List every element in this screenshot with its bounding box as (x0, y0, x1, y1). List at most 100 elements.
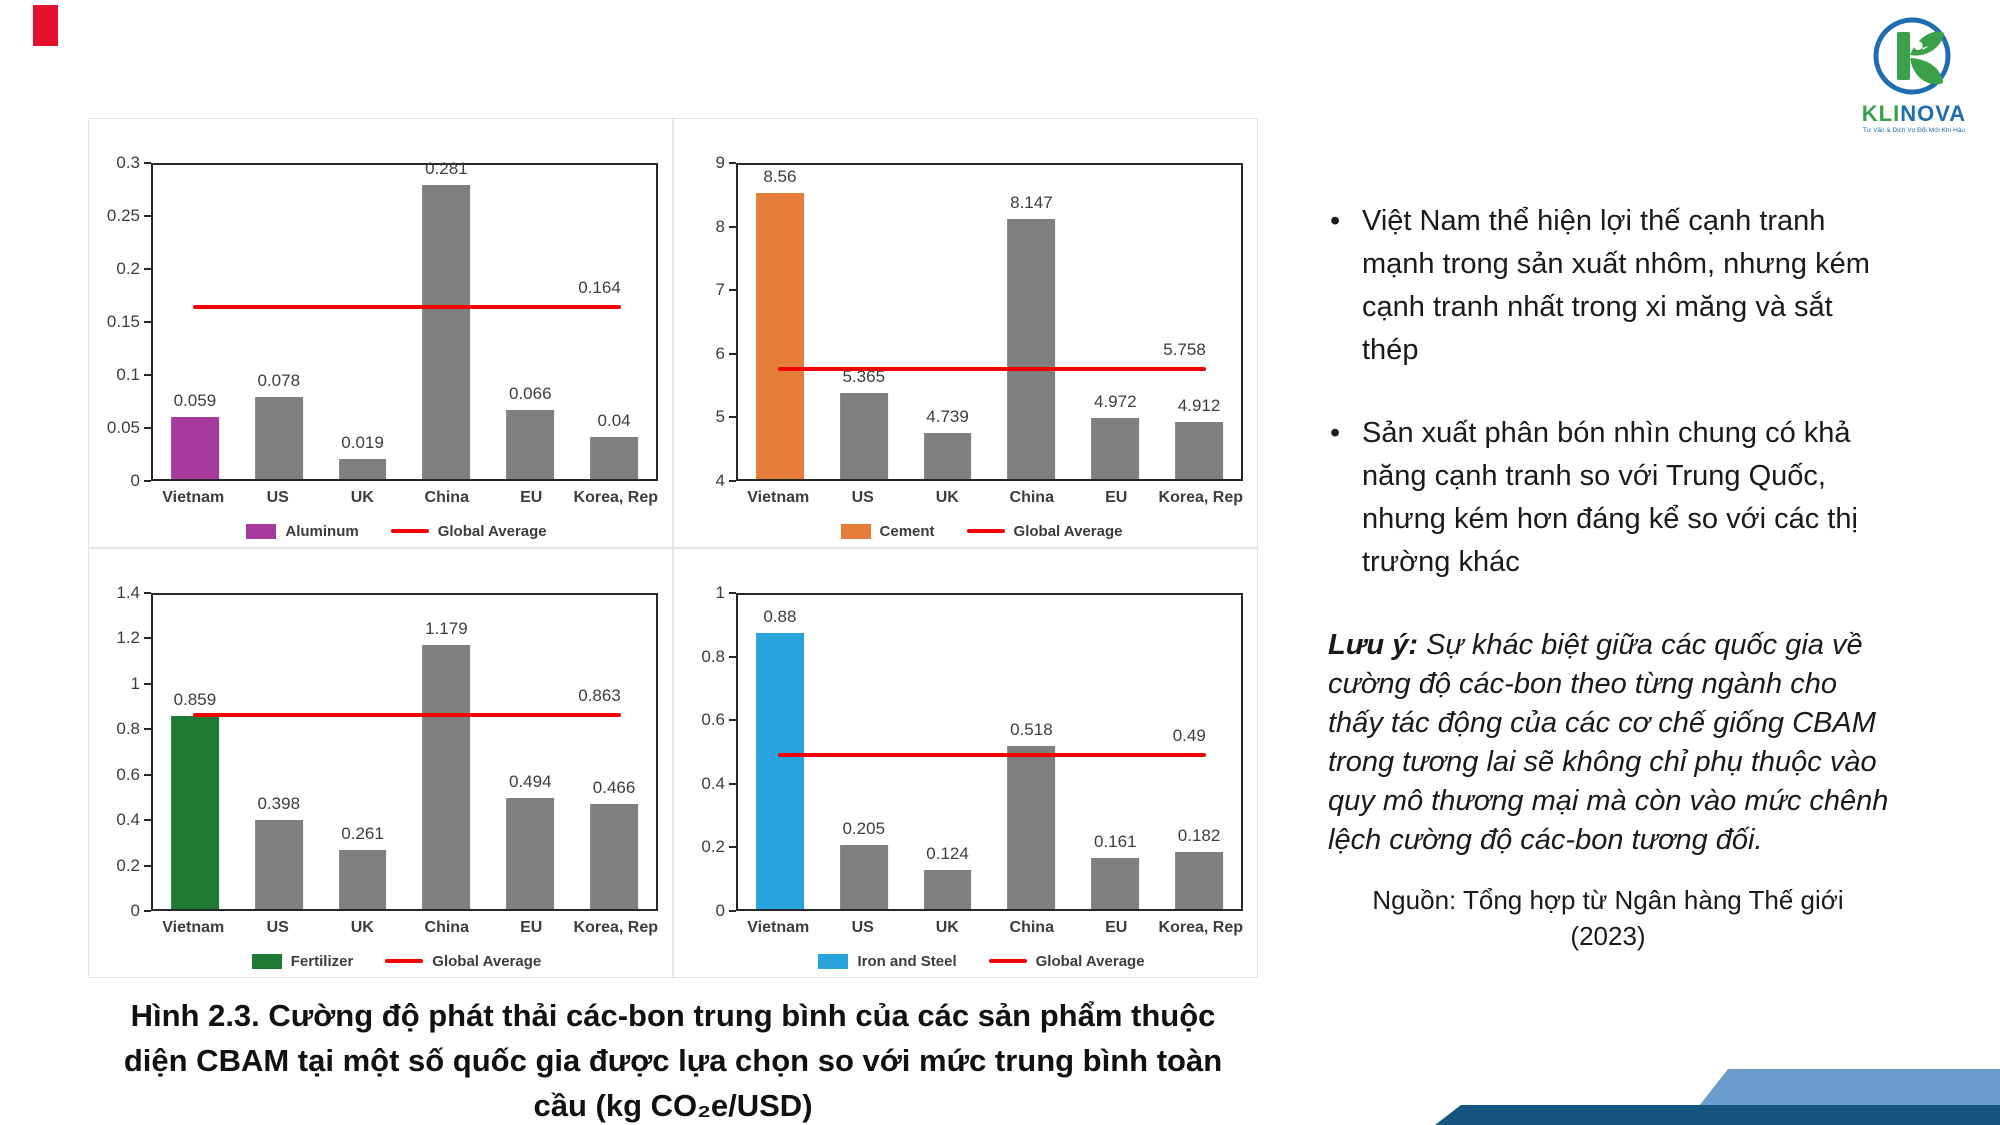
bar-value-label: 0.161 (1093, 832, 1137, 852)
x-category-label: China (424, 489, 469, 506)
global-average-line (778, 366, 1206, 371)
global-average-line (193, 713, 621, 718)
x-category-label: US (851, 919, 874, 936)
chart-legend: Fertilizer Global Average (95, 945, 658, 977)
chart-area: 0 0.05 0.1 0.15 0.2 0.25 0.3 0.059 0.078 0.019 0.2… (95, 153, 658, 490)
bullet-dot: • (1330, 417, 1341, 449)
x-category-label: UK (350, 489, 374, 506)
bar-value-label: 0.078 (257, 371, 301, 391)
bar-vietnam (756, 192, 804, 479)
legend-average-line-swatch (988, 959, 1027, 963)
bar-china (1007, 746, 1056, 909)
x-category-label: US (266, 489, 289, 506)
figure-grid: 0 0.05 0.1 0.15 0.2 0.25 0.3 0.059 0.078 0.019 0.2… (88, 118, 1258, 978)
note-block: Lưu ý: Sự khác biệt giữa các quốc gia về… (1328, 626, 1953, 860)
bar-korea-rep (590, 804, 638, 909)
chart-cell-aluminum: 0 0.05 0.1 0.15 0.2 0.25 0.3 0.059 0.078 0.019 0.2… (88, 118, 673, 548)
bullet-text: Việt Nam thể hiện lợi thế cạnh tranh mạn… (1362, 205, 1870, 366)
bar-value-label: 5.365 (842, 367, 886, 387)
y-tick-mark (144, 592, 151, 594)
bar-china (422, 644, 471, 909)
logo-wordmark-kli: KLI (1862, 101, 1900, 126)
global-average-line (193, 305, 621, 310)
legend-average-label: Global Average (437, 522, 547, 540)
bar-eu (506, 409, 555, 479)
red-corner-marker (33, 5, 58, 46)
y-tick-mark (144, 374, 151, 376)
chart-legend: Aluminum Global Average (95, 515, 658, 547)
plot-area: 8.56 5.365 4.739 8.147 4.972 4.912 5.758 (736, 163, 1243, 481)
bar-value-label: 0.859 (173, 690, 217, 710)
bar-vietnam (756, 632, 804, 909)
logo-ring-icon (1873, 17, 1951, 95)
y-tick-label: 0.6 (701, 710, 725, 730)
bullet-item-fertilizer: • Sản xuất phân bón nhìn chung có khả năn… (1328, 412, 1953, 584)
bullet-text: Sản xuất phân bón nhìn chung có khả năng… (1362, 417, 1858, 578)
y-tick-label: 0.1 (116, 365, 140, 384)
y-tick-mark (729, 162, 736, 164)
y-tick-label: 1 (715, 583, 725, 602)
x-category-label: UK (935, 489, 959, 506)
y-tick-mark (144, 321, 151, 323)
legend-series-swatch (840, 523, 871, 539)
bar-value-label: 0.466 (592, 778, 636, 798)
legend-average-line-swatch (385, 959, 424, 963)
legend-average-label: Global Average (1035, 952, 1145, 970)
y-tick-label: 0.15 (106, 312, 140, 331)
bar-value-label: 0.494 (508, 772, 552, 792)
source-line: Nguồn: Tổng hợp từ Ngân hàng Thế giới (2… (1372, 885, 1844, 951)
legend-average-label: Global Average (1013, 522, 1123, 540)
note-body: Sự khác biệt giữa các quốc gia về cường … (1328, 629, 1889, 856)
y-tick-label: 1.4 (116, 583, 140, 602)
bar-eu (1091, 417, 1140, 479)
x-category-label: Korea, Rep (1158, 489, 1243, 506)
bar-value-label: 0.88 (763, 606, 797, 626)
klinova-logo: KLINOVA Tư Vấn & Dịch Vụ Đổi Mới Khí Hậu (1838, 8, 1993, 136)
y-tick-label: 0.4 (116, 810, 140, 830)
right-panel: • Việt Nam thể hiện lợi thế cạnh tranh mạ… (1328, 200, 1953, 954)
bar-korea-rep (1175, 421, 1223, 479)
x-category-label: Vietnam (747, 919, 810, 936)
bar-vietnam (171, 716, 219, 909)
y-tick-label: 0.8 (701, 646, 725, 666)
logo-wordmark-nova: NOVA (1900, 101, 1966, 126)
bar-us (839, 393, 888, 479)
x-category-label: EU (520, 489, 543, 506)
x-axis-labels: Vietnam US UK China EU Korea, Rep (95, 911, 658, 945)
x-category-label: Vietnam (162, 489, 225, 506)
y-tick-label: 0 (130, 901, 140, 920)
y-tick-label: 0 (715, 901, 725, 920)
y-tick-label: 7 (715, 280, 725, 300)
y-tick-mark (729, 719, 736, 722)
bar-value-label: 0.281 (425, 158, 468, 178)
chart-cell-cement: 4 5 6 7 8 9 8.56 5.365 4.739 8.147 4.972 4.912 5.758… (673, 118, 1258, 548)
y-tick-mark (144, 162, 151, 164)
legend-series-label: Iron and Steel (857, 952, 957, 970)
bar-vietnam (171, 417, 219, 479)
x-category-label: Korea, Rep (573, 919, 658, 936)
x-category-label: UK (935, 919, 959, 936)
bar-value-label: 0.261 (341, 824, 384, 844)
chart-area: 0 0.2 0.4 0.6 0.8 1 0.88 0.205 0.124 0.518 0.161 0.… (680, 583, 1243, 920)
bar-value-label: 1.179 (425, 618, 468, 638)
y-tick-mark (144, 910, 151, 912)
y-tick-label: 1 (130, 673, 140, 693)
chart-cell-iron-and-steel: 0 0.2 0.4 0.6 0.8 1 0.88 0.205 0.124 0.518 0.161 0.… (673, 548, 1258, 978)
global-average-label: 0.863 (578, 686, 621, 706)
figure-caption: Hình 2.3. Cường độ phát thải các-bon tru… (123, 998, 1223, 1123)
y-tick-label: 0.2 (701, 837, 725, 857)
legend-series-swatch (251, 953, 282, 969)
x-category-label: EU (1105, 489, 1128, 506)
y-axis: 0 0.05 0.1 0.15 0.2 0.25 0.3 (95, 153, 151, 490)
bar-value-label: 0.518 (1010, 720, 1053, 740)
bar-value-label: 8.147 (1010, 192, 1053, 212)
bar-eu (506, 798, 555, 909)
x-category-label: US (851, 489, 874, 506)
bar-uk (923, 870, 972, 909)
y-tick-mark (144, 728, 151, 731)
y-tick-mark (729, 416, 736, 419)
x-category-label: Vietnam (162, 919, 225, 936)
bar-value-label: 0.019 (341, 433, 384, 453)
x-category-label: China (1009, 489, 1054, 506)
x-axis-labels: Vietnam US UK China EU Korea, Rep (680, 481, 1243, 515)
